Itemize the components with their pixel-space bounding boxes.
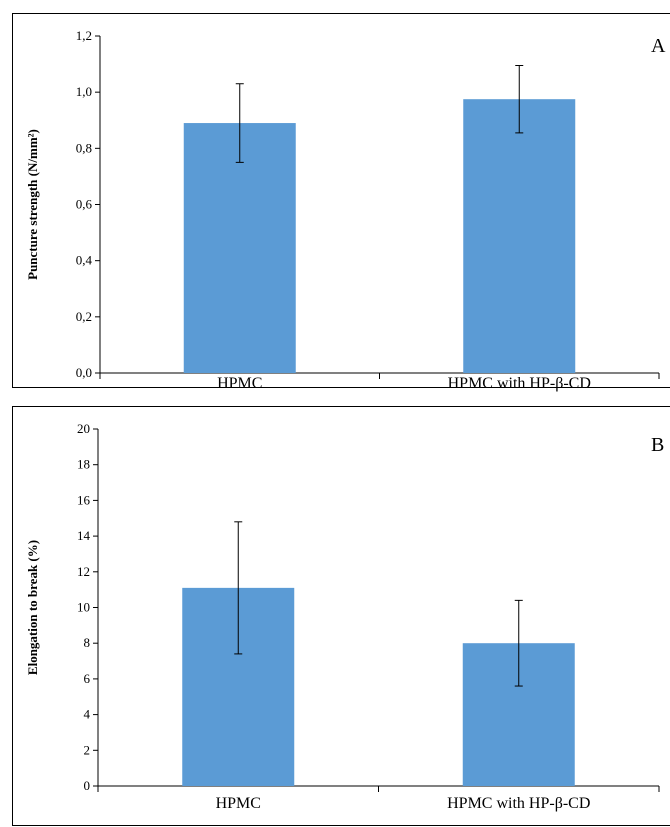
chart-b-y-tick-label: 12 — [77, 564, 90, 579]
chart-a-y-tick-label: 0,6 — [76, 197, 93, 212]
chart-a-panel-letter: A — [651, 35, 666, 57]
chart-b-y-tick-label: 0 — [84, 778, 91, 793]
chart-a-y-tick-label: 0,0 — [76, 365, 92, 380]
chart-a-svg: 0,0 0,2 0,4 0,6 0,8 1,0 1,2 HPMC HPMC with HP-β-… — [25, 28, 666, 392]
chart-b-panel-letter: B — [651, 434, 664, 456]
chart-a-y-tick-label: 1,0 — [76, 84, 92, 99]
chart-b-y-tick-label: 6 — [84, 671, 91, 686]
chart-b-y-tick-label: 2 — [84, 742, 91, 757]
chart-panel-b: 0 2 4 6 8 10 12 14 16 18 20 HPMC HPMC with HP-β-CD El… — [12, 406, 670, 826]
chart-b-y-tick-label: 8 — [84, 635, 91, 650]
chart-b-y-tick-label: 16 — [77, 492, 91, 507]
chart-a-y-axis-title: Puncture strength (N/mm²) — [25, 129, 40, 280]
chart-a-category-label: HPMC with HP-β-CD — [448, 375, 591, 392]
chart-a-y-tick-label: 0,2 — [76, 309, 92, 324]
chart-a-bar — [463, 99, 576, 373]
chart-b-y-tick-label: 10 — [77, 600, 90, 615]
chart-b-y-tick-label: 14 — [77, 528, 91, 543]
chart-b-svg: 0 2 4 6 8 10 12 14 16 18 20 HPMC HPMC with HP-β-CD El… — [25, 421, 664, 812]
chart-a-y-tick-label: 0,4 — [76, 253, 93, 268]
chart-b-y-tick-label: 20 — [77, 421, 90, 436]
chart-a-y-tick-label: 1,2 — [76, 28, 92, 43]
chart-b-y-axis-title: Elongation to break (%) — [25, 540, 40, 675]
chart-b-category-label: HPMC — [216, 795, 261, 812]
chart-a-y-tick-label: 0,8 — [76, 140, 92, 155]
chart-a-bar — [183, 123, 296, 373]
chart-panel-a: 0,0 0,2 0,4 0,6 0,8 1,0 1,2 HPMC HPMC with HP-β-… — [12, 13, 670, 392]
chart-a-category-label: HPMC — [217, 375, 262, 392]
chart-b-y-tick-label: 18 — [77, 457, 90, 472]
chart-b-y-tick-label: 4 — [84, 707, 91, 722]
chart-b-category-label: HPMC with HP-β-CD — [447, 795, 590, 812]
